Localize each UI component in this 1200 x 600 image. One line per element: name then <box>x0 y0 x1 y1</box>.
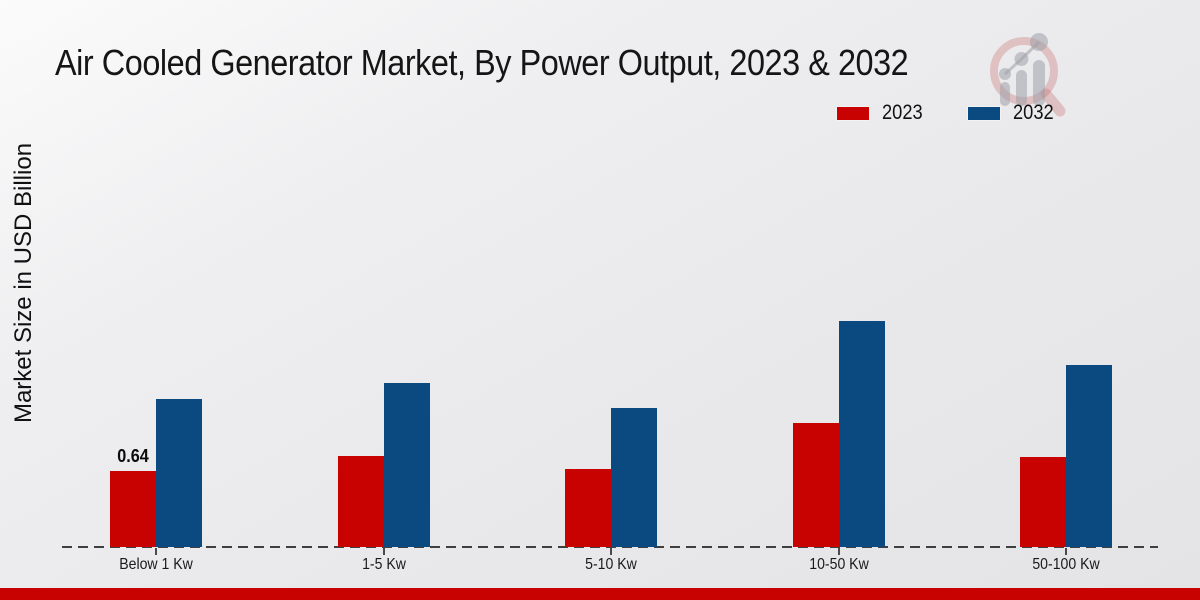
x-axis-tick <box>837 548 840 555</box>
footer-accent-band <box>0 588 1200 600</box>
x-tick-label-below-1-kw: Below 1 Kw <box>119 556 193 573</box>
bar-2023-1-5-kw <box>337 456 384 547</box>
legend-swatch-2023 <box>836 105 870 121</box>
bar-2023-10-50-kw <box>792 423 839 547</box>
bar-2023-below-1-kw <box>110 471 156 547</box>
x-tick-label-5-10-kw: 5-10 Kw <box>585 556 637 573</box>
bar-2023-50-100-kw <box>1020 457 1066 547</box>
bar-2032-1-5-kw <box>383 383 430 547</box>
legend-label-2032: 2032 <box>1012 101 1054 124</box>
legend-label-2023: 2023 <box>882 101 923 124</box>
bar-2032-10-50-kw <box>838 321 885 547</box>
bar-2023-5-10-kw <box>565 469 611 547</box>
legend-item-2023: 2023 <box>836 101 929 125</box>
y-axis-label: Market Size in USD Billion <box>10 142 37 424</box>
x-axis-tick <box>610 548 612 555</box>
legend: 2023 2032 <box>836 101 1059 125</box>
data-label-2023-below-1-kw: 0.64 <box>117 446 149 466</box>
x-axis-tick <box>382 548 385 555</box>
legend-item-2032: 2032 <box>966 101 1060 125</box>
x-axis-baseline <box>62 546 1158 548</box>
chart-title: Air Cooled Generator Market, By Power Ou… <box>55 42 909 83</box>
legend-swatch-2032 <box>966 105 1001 121</box>
bar-2032-5-10-kw <box>611 408 657 547</box>
x-tick-label-1-5-kw: 1-5 Kw <box>361 556 406 573</box>
x-axis-tick <box>1065 548 1067 555</box>
bar-2032-50-100-kw <box>1066 365 1112 547</box>
x-tick-label-50-100-kw: 50-100 Kw <box>1032 556 1100 573</box>
x-tick-label-10-50-kw: 10-50 Kw <box>808 556 869 573</box>
bar-2032-below-1-kw <box>156 399 202 547</box>
x-axis-tick <box>155 548 157 555</box>
